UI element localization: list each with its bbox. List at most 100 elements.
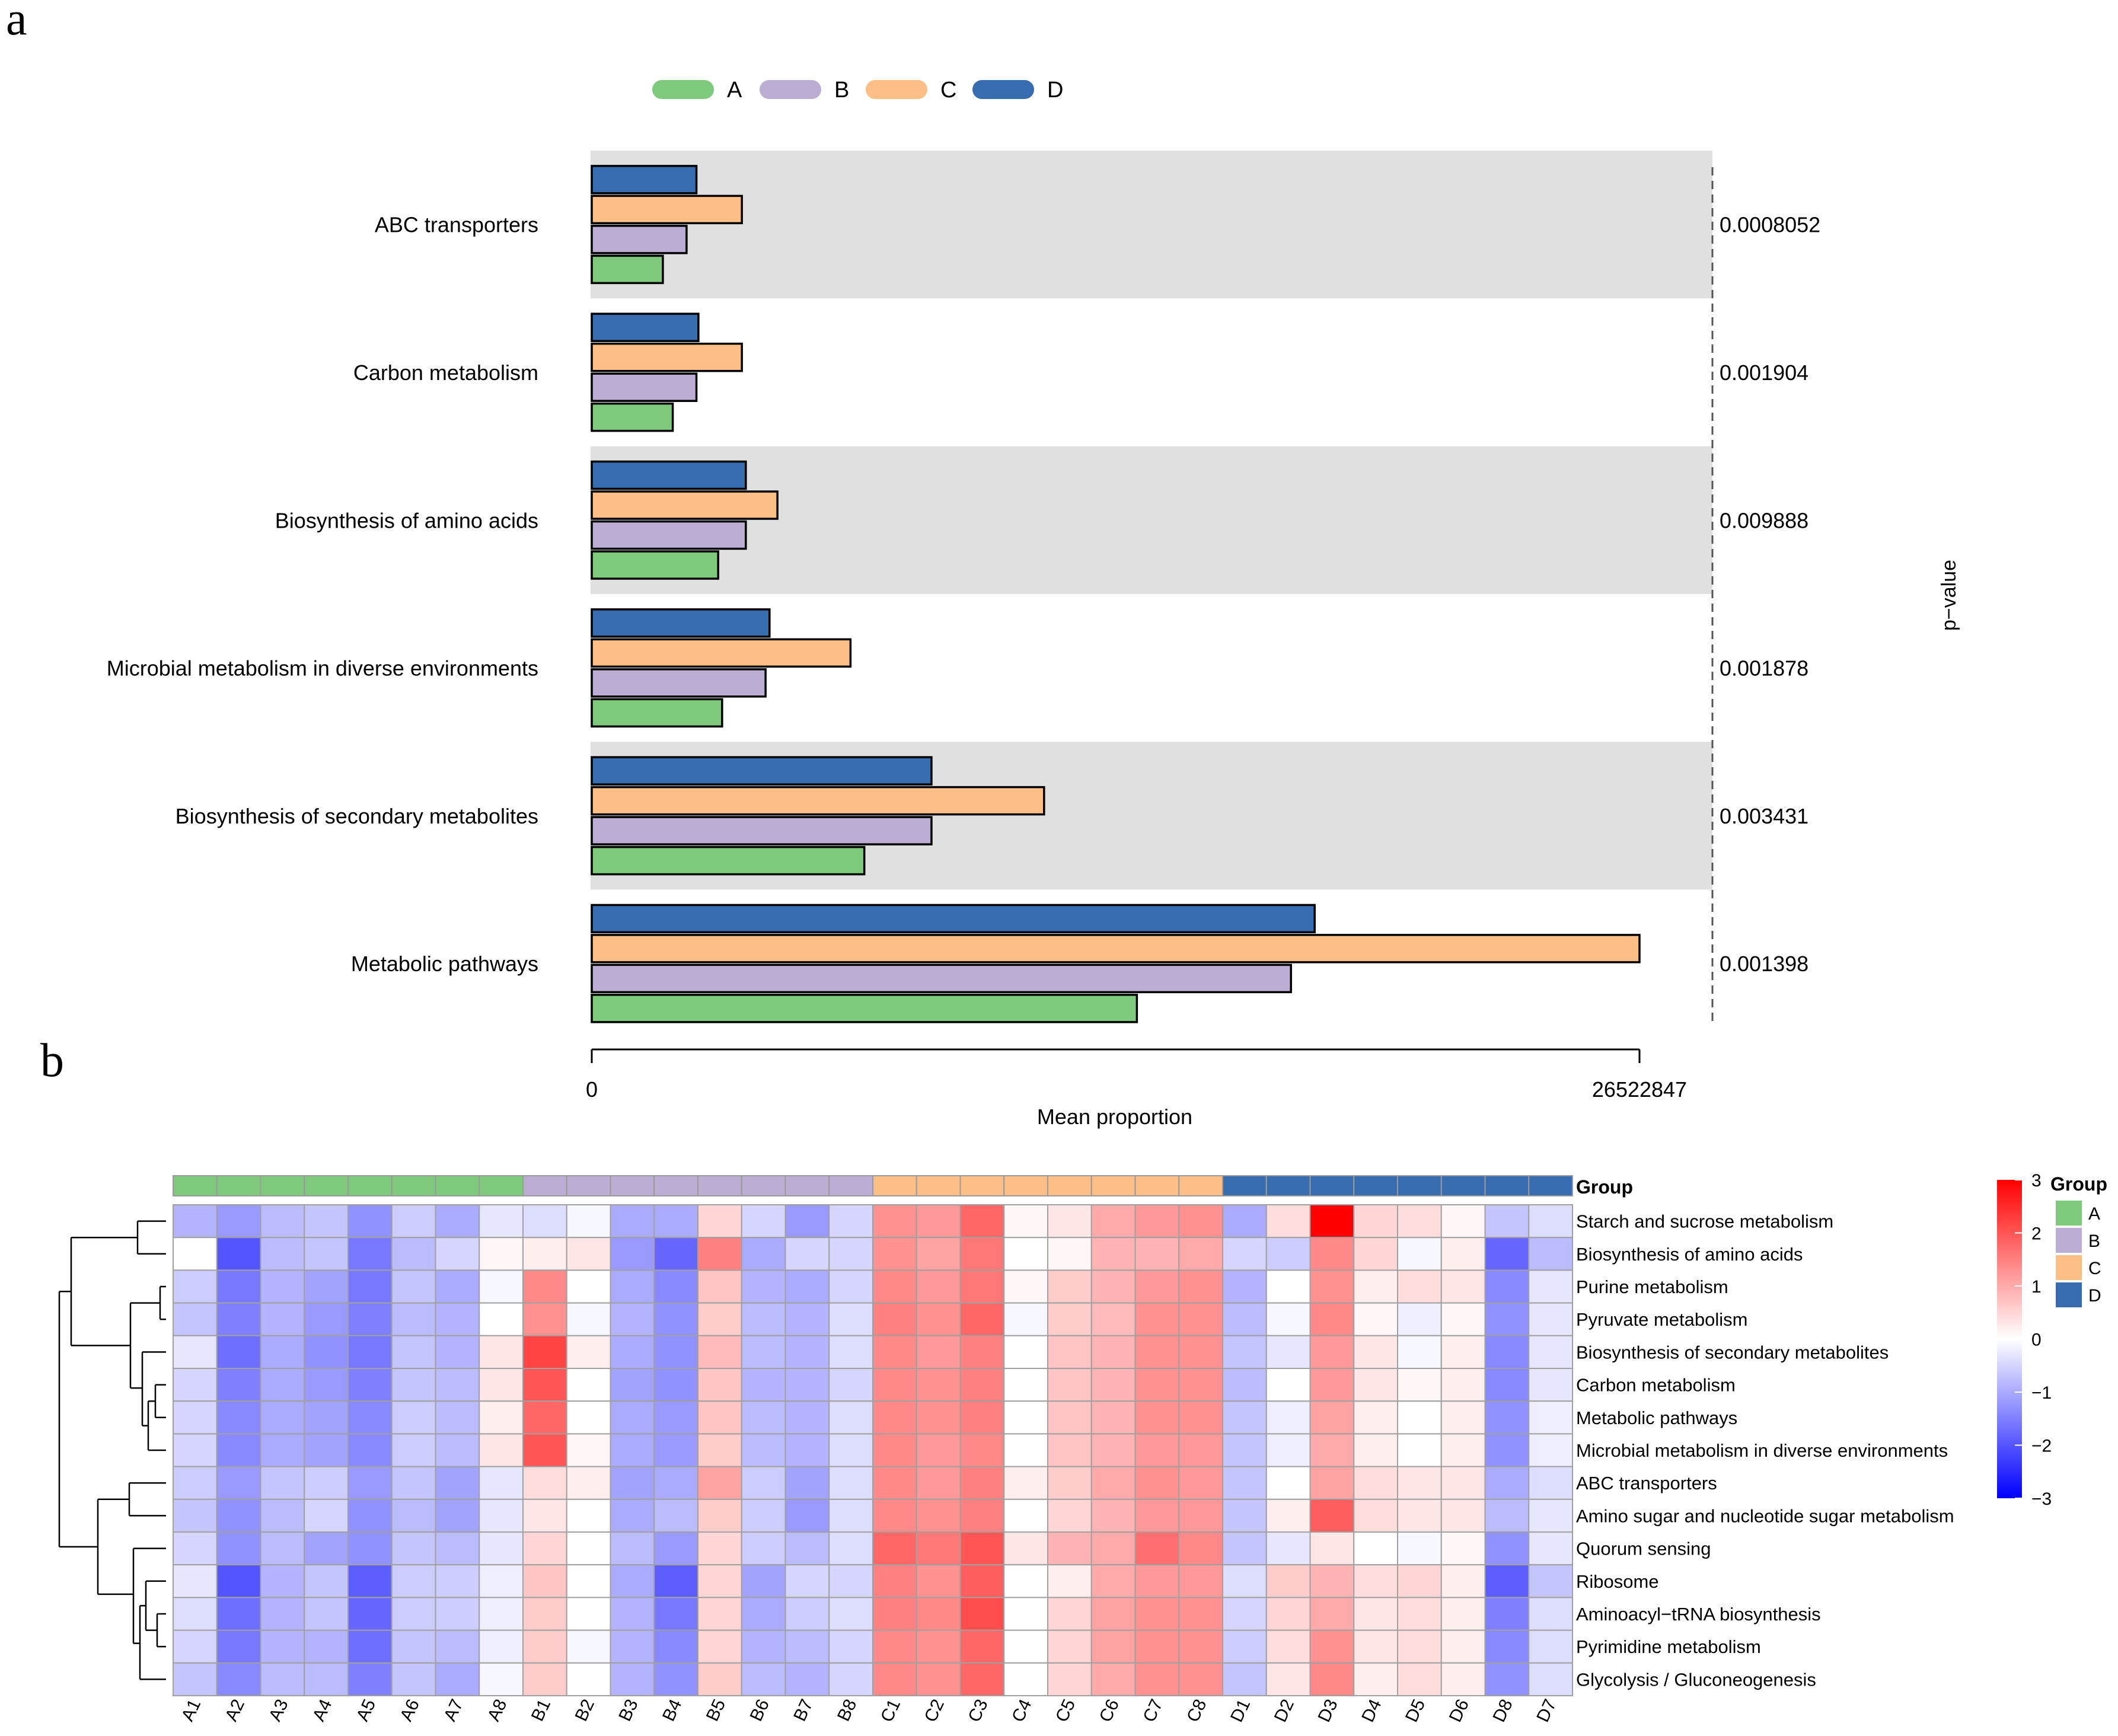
heatmap-cell [610,1368,655,1402]
heatmap-cell [391,1498,436,1533]
heatmap-cell [1353,1498,1398,1533]
heatmap-cell [1528,1302,1573,1336]
column-label: C8 [1183,1696,1210,1725]
heatmap-cell [1528,1498,1573,1533]
heatmap-cell [828,1269,873,1304]
heatmap-cell [872,1204,917,1239]
column-label: D6 [1446,1696,1473,1725]
heatmap-cell [741,1400,786,1435]
heatmap-cell [173,1531,218,1566]
heatmap-cell [1178,1204,1223,1239]
heatmap-cell [1003,1466,1048,1500]
heatmap-cell [1003,1400,1048,1435]
heatmap-cell [1134,1400,1180,1435]
heatmap-cell [1528,1597,1573,1631]
heatmap-cell [1090,1662,1136,1697]
heatmap-cell [653,1335,698,1370]
heatmap-cell [347,1498,393,1533]
bar-B [591,668,767,698]
row-label: Microbial metabolism in diverse environm… [1576,1440,1948,1461]
heatmap-cell [1222,1466,1267,1500]
heatmap-cell [260,1237,305,1271]
heatmap-cell [1484,1269,1530,1304]
heatmap-cell [1484,1368,1530,1402]
heatmap-cell [347,1368,393,1402]
heatmap-cell [784,1498,830,1533]
heatmap-cell [1353,1433,1398,1467]
group-cell-A [347,1175,393,1196]
heatmap-cell [1222,1368,1267,1402]
group-legend-label-C: C [2088,1259,2101,1278]
category-label: Metabolic pathways [351,952,538,976]
heatmap-cell [1134,1433,1180,1467]
heatmap-cell [479,1564,524,1598]
heatmap-cell [784,1597,830,1631]
heatmap-cell [260,1531,305,1566]
heatmap-cell [1353,1466,1398,1500]
heatmap-cell [1440,1629,1486,1664]
column-label: D1 [1227,1696,1254,1725]
heatmap-cell [1353,1662,1398,1697]
heatmap-cell [391,1400,436,1435]
heatmap-cell [1440,1531,1486,1566]
heatmap-cell [916,1400,961,1435]
p-values: 0.0008052 0.001904 0.009888 0.001878 0.00343… [1720,213,1820,976]
row-label: Glycolysis / Gluconeogenesis [1576,1669,1816,1690]
heatmap-cell [1178,1466,1223,1500]
heatmap-cell [1047,1629,1092,1664]
colorbar-tick-label: 1 [2031,1277,2042,1297]
bar-C [591,934,1641,963]
legend-label-B: B [834,78,849,103]
heatmap-cell [566,1597,611,1631]
heatmap-cell [347,1662,393,1697]
heatmap-cell [610,1597,655,1631]
group-legend-swatch-D [2055,1281,2083,1309]
row-label: Pyrimidine metabolism [1576,1636,1761,1657]
colorbar-tick-label: −2 [2031,1437,2052,1456]
heatmap-cell [872,1498,917,1533]
heatmap-cell [610,1400,655,1435]
heatmap-cell [1309,1400,1355,1435]
heatmap-cell [173,1269,218,1304]
heatmap-cell [959,1498,1005,1533]
heatmap-cell [828,1368,873,1402]
row-labels: Starch and sucrose metabolism Biosynthesi… [1576,1211,1954,1690]
group-cell-A [479,1175,524,1196]
group-legend-swatch-C [2055,1254,2083,1281]
group-cell-C [1134,1175,1180,1196]
heatmap-cell [1353,1629,1398,1664]
heatmap-cell [479,1597,524,1631]
legend-label-A: A [727,78,742,103]
heatmap-cell [435,1302,480,1336]
heatmap-cell [304,1433,349,1467]
heatmap-cell [916,1269,961,1304]
heatmap-cell [959,1564,1005,1598]
heatmap-cell [173,1433,218,1467]
heatmap-cell [173,1597,218,1631]
panel-label-a: a [6,0,27,45]
heatmap-cell [1134,1368,1180,1402]
heatmap-cell [1134,1466,1180,1500]
heatmap-cell [347,1400,393,1435]
heatmap-cell [1047,1564,1092,1598]
heatmap-cell [260,1564,305,1598]
row-dendrogram [58,1220,166,1680]
heatmap-cell [304,1662,349,1697]
heatmap-cell [610,1237,655,1271]
heatmap-cell [1134,1531,1180,1566]
heatmap-cell [1265,1433,1311,1467]
heatmap-cell [653,1629,698,1664]
column-label: B4 [659,1696,685,1724]
heatmap-cell [391,1433,436,1467]
heatmap-cell [1090,1368,1136,1402]
heatmap-cell [959,1400,1005,1435]
bar-C [591,342,743,372]
heatmap-cell [347,1302,393,1336]
heatmap-cell [697,1237,742,1271]
column-label: A4 [309,1696,336,1724]
bar-D [591,904,1316,934]
heatmap-cell [260,1433,305,1467]
heatmap-cell [1397,1433,1442,1467]
bar-B [591,225,688,254]
group-cell-C [916,1175,961,1196]
